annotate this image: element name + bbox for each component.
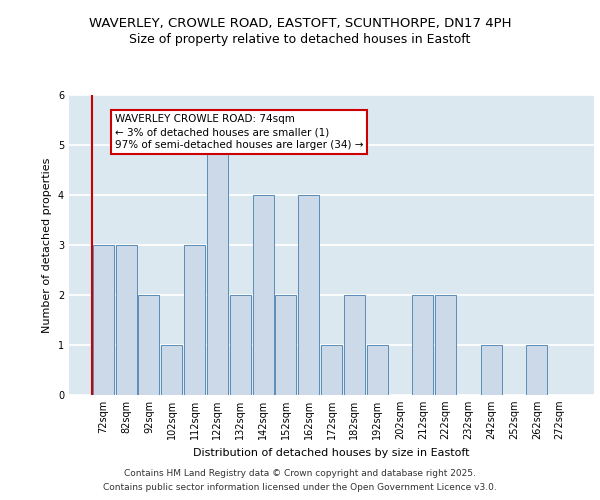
Bar — [321, 345, 342, 395]
Bar — [481, 345, 502, 395]
Bar — [253, 195, 274, 395]
Bar — [230, 295, 251, 395]
Bar — [344, 295, 365, 395]
Text: Contains public sector information licensed under the Open Government Licence v3: Contains public sector information licen… — [103, 484, 497, 492]
Bar — [526, 345, 547, 395]
Bar — [207, 145, 228, 395]
Bar — [435, 295, 456, 395]
Bar — [275, 295, 296, 395]
Bar — [93, 245, 114, 395]
Bar — [139, 295, 160, 395]
Text: WAVERLEY CROWLE ROAD: 74sqm
← 3% of detached houses are smaller (1)
97% of semi-: WAVERLEY CROWLE ROAD: 74sqm ← 3% of deta… — [115, 114, 363, 150]
Text: Size of property relative to detached houses in Eastoft: Size of property relative to detached ho… — [130, 32, 470, 46]
Text: Contains HM Land Registry data © Crown copyright and database right 2025.: Contains HM Land Registry data © Crown c… — [124, 468, 476, 477]
Bar — [161, 345, 182, 395]
Bar — [298, 195, 319, 395]
Bar — [184, 245, 205, 395]
Bar — [367, 345, 388, 395]
X-axis label: Distribution of detached houses by size in Eastoft: Distribution of detached houses by size … — [193, 448, 470, 458]
Bar — [412, 295, 433, 395]
Text: WAVERLEY, CROWLE ROAD, EASTOFT, SCUNTHORPE, DN17 4PH: WAVERLEY, CROWLE ROAD, EASTOFT, SCUNTHOR… — [89, 18, 511, 30]
Y-axis label: Number of detached properties: Number of detached properties — [43, 158, 52, 332]
Bar — [116, 245, 137, 395]
